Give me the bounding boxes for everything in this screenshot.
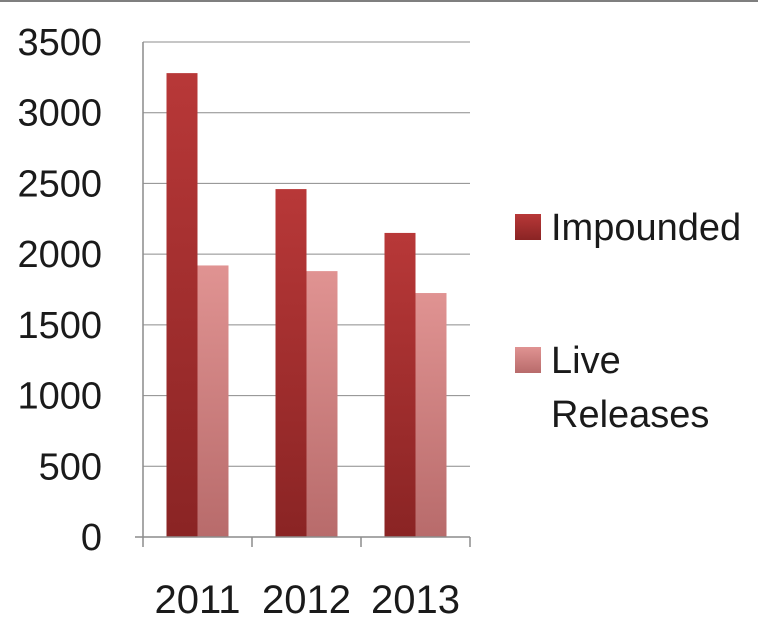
x-tick-label: 2011 <box>154 578 240 622</box>
legend-label: Impounded <box>551 207 741 249</box>
y-tick-labels: 0 500 1000 1500 2000 2500 3000 3500 <box>17 22 102 559</box>
axes <box>135 42 471 547</box>
bar-live-releases-2012 <box>306 271 338 537</box>
bar-impounded-2011 <box>166 73 198 537</box>
y-tick-label: 1000 <box>17 376 102 418</box>
legend-label: Releases <box>551 394 709 436</box>
y-tick-label: 0 <box>81 517 102 559</box>
x-tick-labels: 2011 2012 2013 <box>154 578 460 622</box>
bar-impounded-2013 <box>384 232 416 537</box>
bars <box>166 73 447 538</box>
y-tick-label: 3500 <box>17 22 102 64</box>
legend: Impounded Live Releases <box>515 207 741 436</box>
x-tick-label: 2012 <box>262 578 351 622</box>
y-tick-label: 2000 <box>17 234 102 276</box>
y-tick-label: 1500 <box>17 305 102 347</box>
y-tick-label: 3000 <box>17 93 102 135</box>
bar-impounded-2012 <box>275 189 307 538</box>
bar-live-releases-2011 <box>197 265 229 537</box>
bar-live-releases-2013 <box>415 293 447 537</box>
x-tick-label: 2013 <box>371 578 460 622</box>
legend-label: Live <box>551 340 621 382</box>
legend-swatch-live-releases <box>515 347 541 373</box>
y-tick-label: 500 <box>39 446 102 488</box>
legend-swatch-impounded <box>515 214 541 240</box>
y-tick-label: 2500 <box>17 163 102 205</box>
